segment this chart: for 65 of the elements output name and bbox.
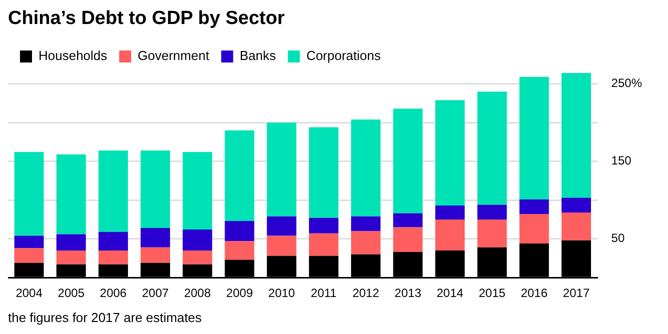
bar [140, 228, 170, 248]
bar [435, 100, 465, 206]
bar [266, 122, 296, 216]
bar [266, 216, 296, 236]
bar [98, 150, 128, 232]
bar [224, 130, 254, 222]
x-tick-label: 2015 [478, 286, 506, 300]
legend-label: Banks [240, 48, 276, 64]
bar [562, 198, 591, 212]
y-tick-label: 50 [611, 231, 625, 246]
x-tick-label: 2017 [562, 286, 590, 300]
x-tick-label: 2011 [310, 286, 337, 300]
x-tick-label: 2013 [394, 286, 422, 300]
bar [308, 218, 338, 234]
x-tick-label: 2009 [226, 286, 254, 300]
chart-title: China’s Debt to GDP by Sector [8, 8, 286, 30]
bar [98, 250, 128, 264]
bar [266, 236, 296, 256]
bar [308, 233, 338, 256]
x-tick-label: 2005 [58, 286, 85, 300]
bar [140, 247, 170, 263]
bar [224, 241, 254, 260]
bar [98, 232, 128, 250]
text: the figures for 2017 are estimates [8, 310, 203, 325]
bar [562, 73, 591, 198]
bar [56, 234, 86, 250]
bar [351, 231, 381, 254]
bar [14, 236, 44, 248]
bar [393, 108, 423, 214]
bar [477, 92, 507, 205]
y-tick-label: 150 [611, 154, 632, 168]
bar [182, 152, 212, 230]
legend-label: Government [138, 48, 210, 64]
bar [140, 150, 170, 228]
x-tick-label: 2007 [142, 286, 169, 300]
bar [308, 127, 338, 218]
bar [224, 221, 254, 242]
legend-label: Corporations [306, 48, 382, 64]
bar [182, 250, 212, 264]
bar [519, 214, 549, 244]
bar [56, 250, 86, 264]
bar [56, 154, 86, 234]
bar [393, 213, 423, 228]
bar [351, 216, 381, 232]
bar [477, 219, 507, 248]
bar [393, 227, 423, 252]
y-tick-label: 250% [611, 76, 642, 90]
x-tick-label: 2004 [16, 286, 43, 300]
bar [14, 248, 44, 263]
bar [519, 76, 549, 200]
bar [435, 206, 465, 220]
x-tick-label: 2006 [100, 286, 127, 300]
bar [519, 199, 549, 214]
bar [562, 212, 591, 240]
bar [14, 152, 44, 236]
x-tick-label: 2016 [520, 286, 548, 300]
bar [435, 219, 465, 250]
x-tick-label: 2012 [352, 286, 380, 300]
bar [182, 230, 212, 250]
x-tick-label: 2010 [268, 286, 296, 300]
bar [351, 120, 381, 216]
x-tick-label: 2014 [436, 286, 464, 300]
x-tick-label: 2008 [184, 286, 212, 300]
bar [477, 204, 507, 220]
legend-label: Households [38, 48, 108, 64]
